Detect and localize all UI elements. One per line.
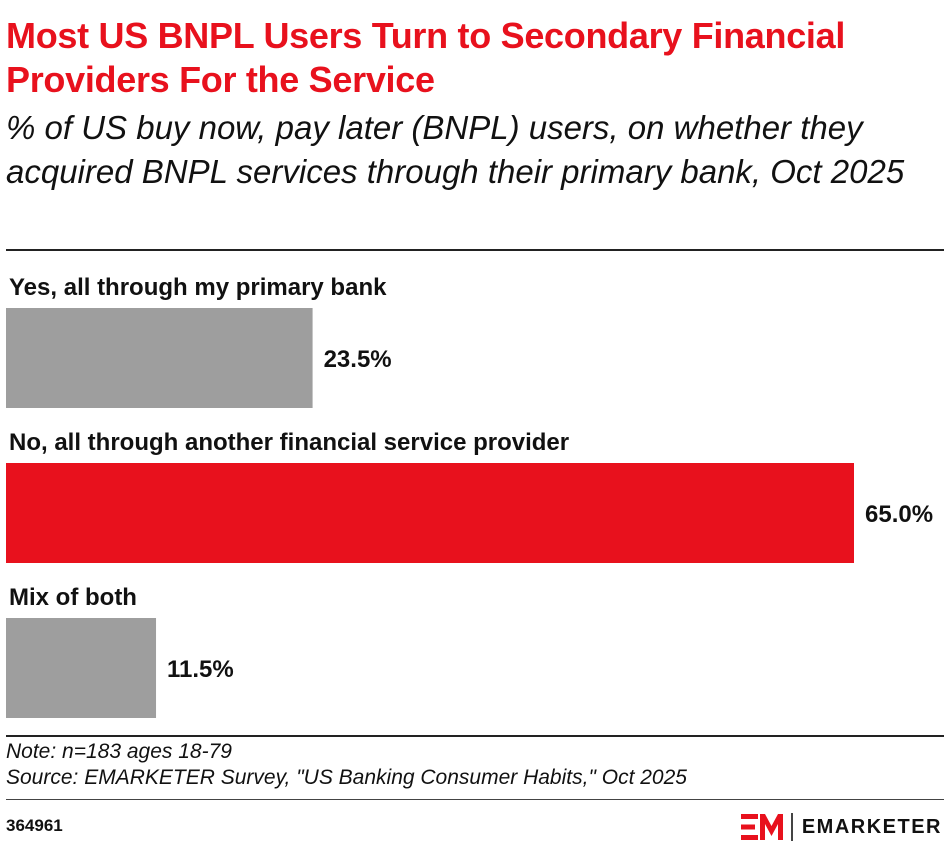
note-text: Note: n=183 ages 18-79	[6, 740, 232, 763]
value-label: 23.5%	[324, 346, 392, 373]
bottom-divider	[6, 735, 944, 737]
category-label: No, all through another financial servic…	[9, 429, 569, 456]
chart-notes: Note: n=183 ages 18-79 Source: EMARKETER…	[6, 739, 944, 791]
chart-title: Most US BNPL Users Turn to Secondary Fin…	[6, 15, 846, 100]
top-divider	[6, 249, 944, 251]
bar	[6, 463, 854, 563]
chart-id: 364961	[6, 816, 63, 835]
brand-logo: EMARKETER	[741, 811, 942, 843]
value-label: 65.0%	[865, 501, 933, 528]
brand-name: EMARKETER	[801, 815, 942, 838]
footer-divider	[6, 799, 944, 800]
source-text: Source: EMARKETER Survey, "US Banking Co…	[6, 766, 687, 789]
bar	[6, 308, 313, 408]
category-label: Mix of both	[9, 584, 137, 611]
category-label: Yes, all through my primary bank	[9, 274, 387, 301]
em-logo-icon	[741, 814, 784, 840]
bar-chart: Yes, all through my primary bank 23.5% No,…	[6, 274, 933, 718]
value-label: 11.5%	[167, 656, 234, 683]
bar	[6, 618, 157, 718]
brand-divider	[791, 813, 793, 841]
chart-subtitle: % of US buy now, pay later (BNPL) users,…	[6, 109, 905, 190]
